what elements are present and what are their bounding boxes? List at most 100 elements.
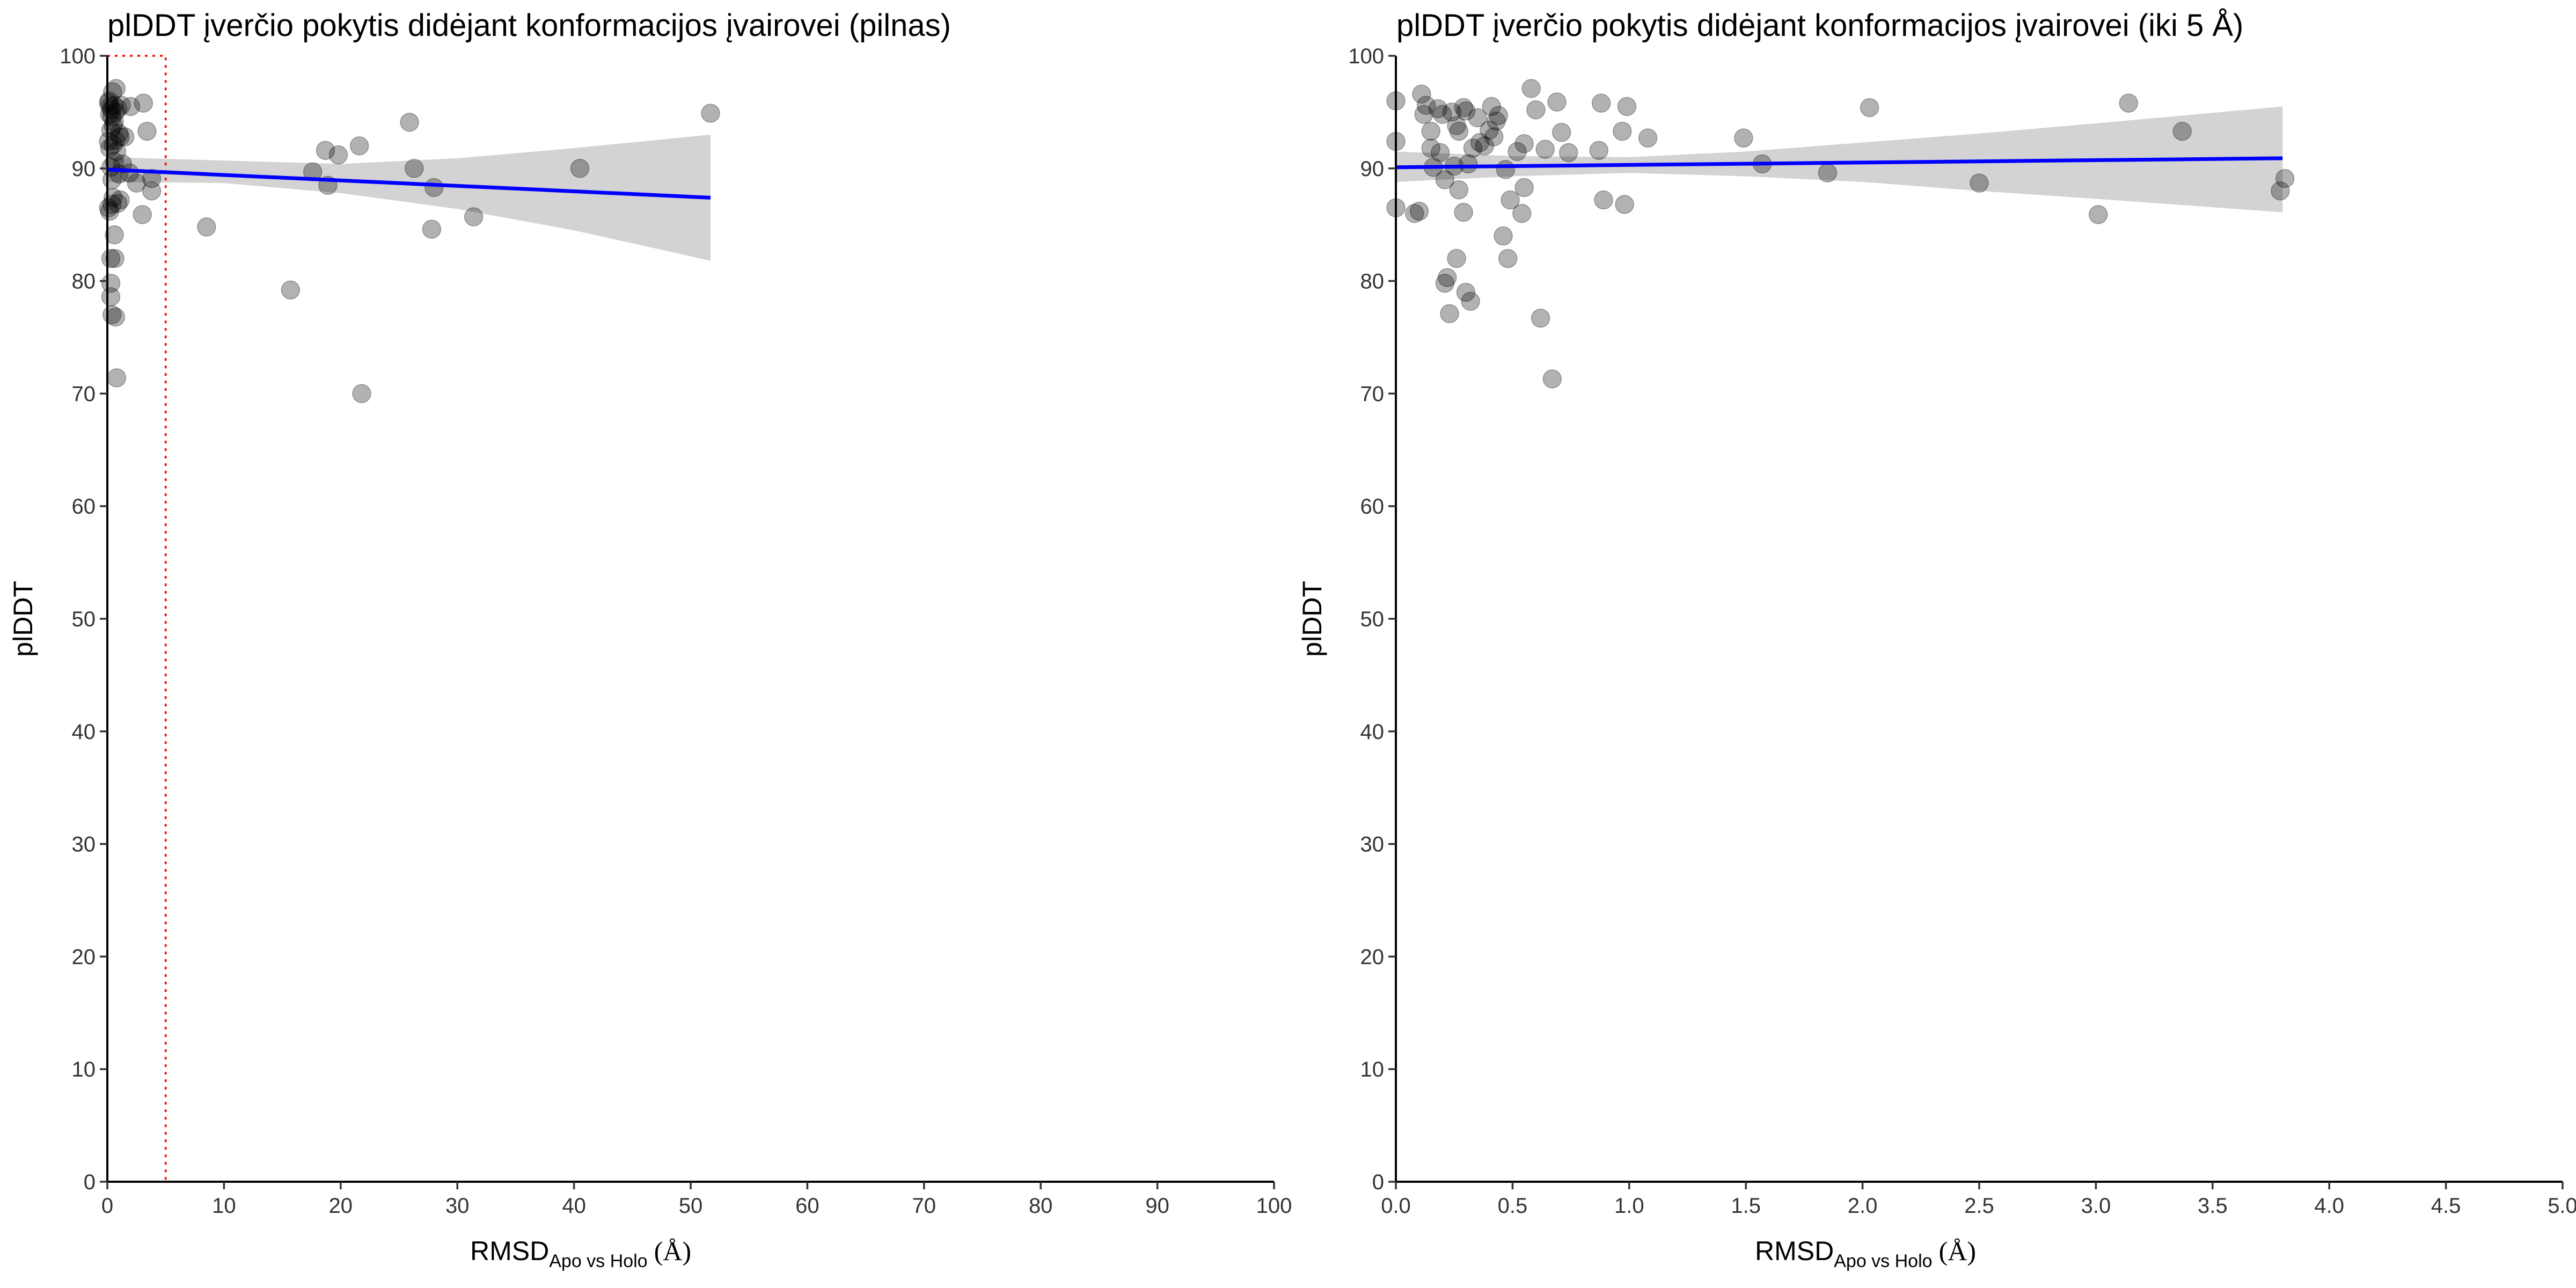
- y-tick-label: 50: [1360, 608, 1385, 631]
- data-point: [100, 201, 120, 221]
- data-point: [464, 207, 484, 226]
- data-point: [1421, 121, 1440, 141]
- data-point: [115, 127, 135, 147]
- data-point: [106, 79, 126, 98]
- y-tick-label: 60: [72, 495, 96, 518]
- data-point: [1494, 226, 1513, 246]
- data-point: [142, 169, 162, 188]
- data-point: [1507, 142, 1527, 162]
- x-tick-label: 40: [562, 1194, 586, 1218]
- data-point: [1615, 195, 1634, 214]
- data-point: [108, 99, 128, 119]
- data-point: [1559, 143, 1578, 163]
- data-point: [100, 105, 120, 124]
- data-point: [1484, 127, 1504, 147]
- x-tick-label: 50: [679, 1194, 703, 1218]
- data-point: [1589, 141, 1609, 160]
- data-point: [424, 178, 444, 197]
- y-tick-label: 40: [72, 720, 96, 744]
- chart-title: plDDT įverčio pokytis didėjant konformac…: [1396, 8, 2243, 43]
- data-point: [121, 97, 141, 116]
- data-point: [1405, 203, 1424, 223]
- regression-line: [107, 167, 711, 200]
- y-tick-label: 70: [1360, 382, 1385, 406]
- data-point: [137, 121, 157, 141]
- data-point: [1594, 190, 1613, 210]
- data-point: [1447, 116, 1466, 135]
- data-point: [1480, 120, 1499, 140]
- data-point: [1447, 248, 1466, 268]
- data-point: [1412, 84, 1431, 104]
- x-tick-label: 3.5: [2198, 1194, 2228, 1218]
- x-tick-label: 0: [101, 1194, 113, 1218]
- data-point: [1449, 121, 1469, 141]
- y-tick-label: 0: [84, 1170, 96, 1194]
- data-point: [1414, 105, 1433, 124]
- panel-zoomed-range: plDDT įverčio pokytis didėjant konformac…: [1297, 8, 2576, 1271]
- data-point: [1514, 178, 1534, 197]
- x-tick-label: 5.0: [2548, 1194, 2576, 1218]
- data-point: [100, 138, 120, 158]
- data-point: [109, 124, 129, 143]
- data-point: [1468, 108, 1487, 128]
- data-point: [107, 368, 127, 387]
- y-tick-label: 100: [60, 45, 96, 68]
- x-axis-title-subscript: Apo vs Holo: [1834, 1251, 1932, 1271]
- x-tick-label: 4.5: [2431, 1194, 2461, 1218]
- x-tick-label: 70: [912, 1194, 936, 1218]
- data-point: [100, 97, 120, 116]
- x-tick-label: 20: [329, 1194, 353, 1218]
- data-point: [1482, 97, 1502, 116]
- chart-title: plDDT įverčio pokytis didėjant konformac…: [107, 8, 951, 43]
- data-point: [1440, 304, 1459, 324]
- data-point: [1430, 143, 1450, 163]
- data-point: [1435, 170, 1455, 189]
- data-point: [1470, 133, 1490, 152]
- x-tick-label: 100: [1256, 1194, 1292, 1218]
- data-point: [400, 113, 419, 132]
- panel-full-range: plDDT įverčio pokytis didėjant konformac…: [8, 8, 1292, 1271]
- data-point: [1591, 93, 1611, 113]
- x-tick-label: 0.5: [1498, 1194, 1528, 1218]
- data-point: [111, 127, 130, 147]
- y-axis-title: plDDT: [8, 581, 38, 657]
- data-point: [1475, 136, 1494, 156]
- regression-line: [1395, 156, 2283, 170]
- y-tick-label: 20: [1360, 945, 1385, 969]
- data-point: [1526, 100, 1546, 120]
- data-point: [112, 96, 131, 115]
- data-point: [1456, 101, 1476, 121]
- data-point: [104, 135, 123, 155]
- data-point: [1437, 268, 1457, 288]
- data-point: [1638, 128, 1658, 148]
- data-point: [1428, 99, 1448, 119]
- data-point: [405, 159, 424, 178]
- x-tick-label: 4.0: [2314, 1194, 2344, 1218]
- data-point: [1501, 190, 1520, 210]
- y-tick-label: 60: [1360, 495, 1385, 518]
- y-tick-label: 70: [72, 382, 96, 406]
- y-tick-label: 80: [1360, 270, 1385, 294]
- data-point: [99, 93, 118, 113]
- data-point: [133, 205, 152, 224]
- x-tick-label: 3.0: [2081, 1194, 2111, 1218]
- data-point: [99, 198, 118, 217]
- data-point: [1860, 98, 1879, 118]
- data-point: [701, 104, 720, 123]
- data-point: [105, 248, 125, 268]
- y-tick-label: 10: [72, 1058, 96, 1081]
- x-axis-title: RMSDApo vs Holo (Å): [1755, 1236, 1976, 1271]
- data-point: [1613, 121, 1632, 141]
- y-tick-label: 40: [1360, 720, 1385, 744]
- data-point: [1514, 134, 1534, 153]
- data-point: [142, 181, 162, 201]
- data-point: [105, 113, 124, 132]
- data-point: [1435, 274, 1455, 293]
- data-point: [1547, 92, 1567, 112]
- data-point: [105, 225, 124, 245]
- x-tick-label: 60: [795, 1194, 819, 1218]
- data-point: [1512, 203, 1532, 223]
- y-axis-title: plDDT: [1297, 581, 1327, 657]
- x-axis-title-subscript: Apo vs Holo: [549, 1251, 647, 1271]
